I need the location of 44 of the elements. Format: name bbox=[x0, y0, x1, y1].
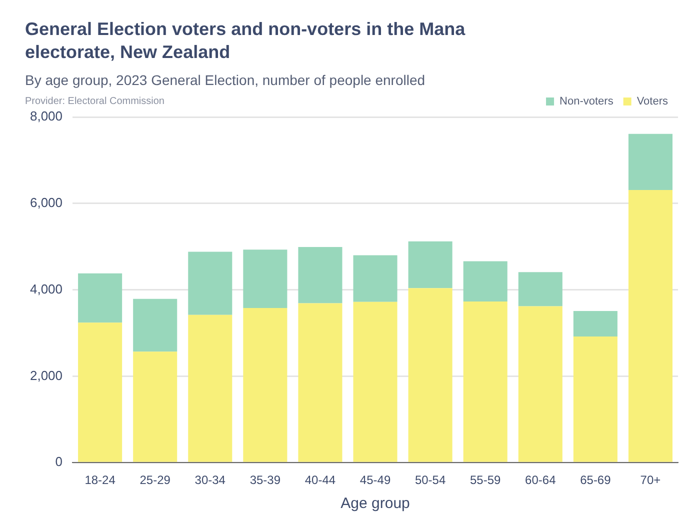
x-tick-label: 45-49 bbox=[360, 473, 391, 488]
x-axis-title: Age group bbox=[340, 495, 410, 512]
y-tick-label: 6,000 bbox=[30, 194, 63, 210]
bar bbox=[298, 303, 342, 462]
bar bbox=[463, 261, 508, 302]
bar bbox=[408, 288, 452, 462]
bar bbox=[298, 247, 342, 304]
bar bbox=[518, 272, 562, 306]
bar bbox=[188, 252, 232, 315]
bar bbox=[573, 336, 618, 462]
legend-label: Non-voters bbox=[560, 96, 614, 108]
x-tick-label: 50-54 bbox=[414, 473, 446, 488]
x-tick-label: 18-24 bbox=[84, 473, 116, 488]
bar bbox=[573, 310, 618, 336]
bar bbox=[78, 322, 122, 462]
bar bbox=[628, 190, 672, 462]
bar bbox=[133, 298, 178, 352]
bar bbox=[188, 314, 232, 462]
bar bbox=[463, 301, 508, 462]
x-tick-label: 30-34 bbox=[194, 473, 226, 488]
x-tick-label: 55-59 bbox=[470, 473, 502, 488]
bar bbox=[133, 352, 178, 462]
x-tick-label: 25-29 bbox=[140, 473, 171, 488]
bar bbox=[518, 306, 562, 462]
chart-subtitle: By age group, 2023 General Election, number of people enrolled bbox=[25, 72, 426, 88]
x-tick-label: 70+ bbox=[640, 473, 661, 488]
y-tick-label: 0 bbox=[55, 454, 63, 470]
bar bbox=[408, 241, 452, 288]
x-tick-label: 60-64 bbox=[525, 473, 556, 488]
bar bbox=[353, 255, 398, 302]
bar bbox=[243, 250, 288, 308]
bar bbox=[628, 134, 672, 190]
chart-title: General Election voters and non-voters in the Mana electorate, New Zealand bbox=[25, 18, 466, 64]
y-tick-label: 2,000 bbox=[30, 368, 63, 383]
x-tick-label: 65-69 bbox=[580, 473, 612, 488]
text: Provider: Electoral Commission bbox=[25, 96, 166, 107]
x-tick-label: 35-39 bbox=[250, 473, 281, 488]
bar bbox=[243, 308, 288, 462]
bar bbox=[78, 273, 122, 323]
legend-label: Voters bbox=[636, 96, 668, 108]
y-tick-label: 4,000 bbox=[30, 281, 63, 296]
bar bbox=[353, 302, 398, 462]
x-tick-label: 40-44 bbox=[304, 473, 336, 488]
y-tick-label: 8,000 bbox=[30, 108, 63, 124]
